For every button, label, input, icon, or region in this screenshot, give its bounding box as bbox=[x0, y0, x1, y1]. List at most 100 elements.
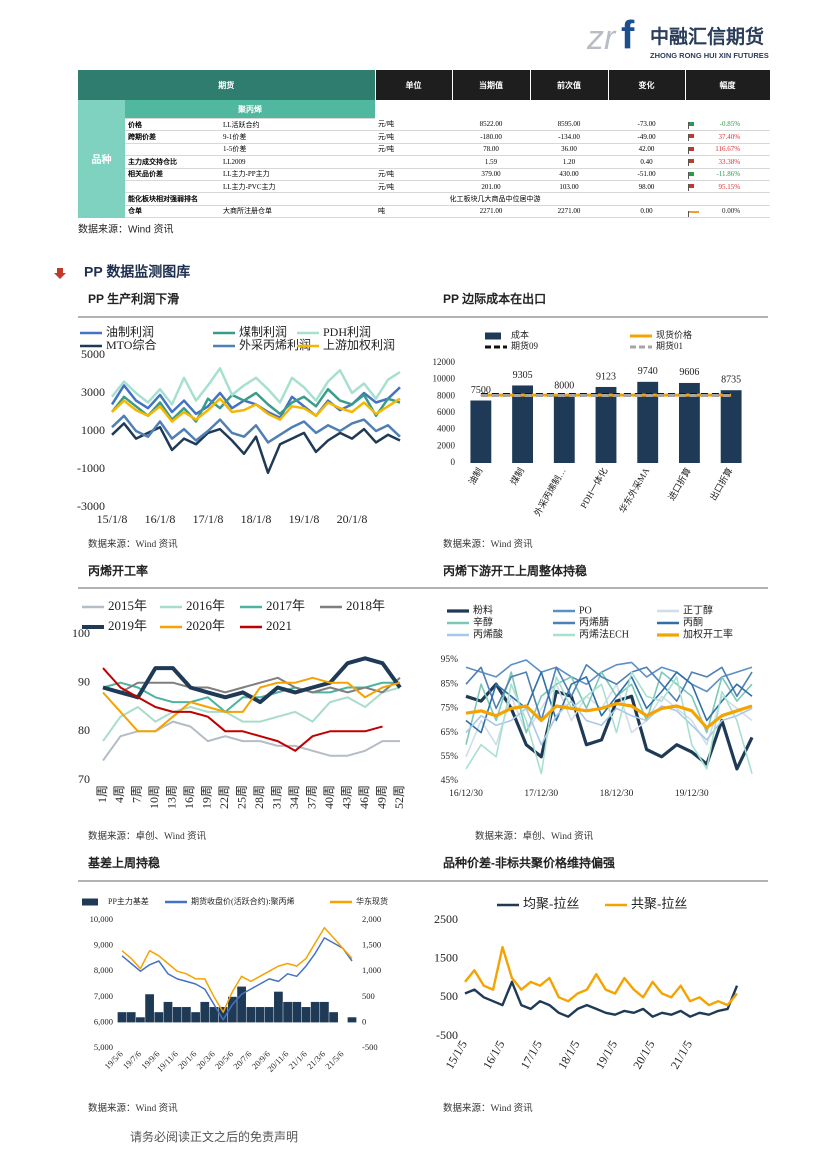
series-line bbox=[465, 682, 754, 771]
table-row: 能化板块相对强弱排名 化工板块几大商品中位居中游 bbox=[78, 192, 771, 206]
y-tick-label: 2000 bbox=[437, 440, 456, 450]
summary-table: 期货 单位 当期值 前次值 变化 幅度 品种 聚丙烯 价格 LL活跃合约 元/吨 85… bbox=[78, 70, 771, 219]
table-cell: 36.00 bbox=[530, 143, 609, 157]
x-tick-label: 16/12/30 bbox=[449, 789, 483, 799]
table-cell: 8595.00 bbox=[530, 118, 609, 132]
series-line bbox=[102, 720, 400, 762]
table-row: 1-5价差 元/吨 78.00 36.00 42.00 116.67% bbox=[78, 143, 771, 157]
y-tick-label: 5000 bbox=[81, 347, 105, 361]
x-tick-label: 进口折算 bbox=[665, 466, 693, 503]
series-line bbox=[121, 937, 353, 1021]
x-tick-label: 22周 bbox=[217, 785, 231, 809]
bar bbox=[595, 386, 617, 463]
bar bbox=[637, 381, 659, 463]
legend-label: MTO综合 bbox=[106, 337, 156, 352]
x-tick-label: 19/1/5 bbox=[593, 1038, 620, 1072]
table-cell: -49.00 bbox=[608, 130, 686, 144]
y-tick-label: 4000 bbox=[437, 424, 456, 434]
trend-flag bbox=[688, 183, 695, 191]
legend-label: 期货收盘价(活跃合约):聚丙烯 bbox=[191, 896, 295, 906]
x-tick-label: 10周 bbox=[147, 785, 161, 809]
table-cell: 0.00 bbox=[608, 205, 686, 219]
bar bbox=[136, 1017, 145, 1023]
x-tick-label: 出口折算 bbox=[707, 466, 735, 503]
y-tick-label: 500 bbox=[440, 989, 458, 1003]
table-row: 主力成交持仓比 LL2009 1.59 1.20 0.40 33.38% bbox=[78, 155, 771, 169]
table-cell: 大商所注册仓单 bbox=[220, 205, 376, 219]
legend-label: 期货09 bbox=[511, 340, 539, 351]
legend-swatch bbox=[485, 332, 501, 340]
legend-label: PO bbox=[579, 605, 592, 616]
x-tick-label: 20/1/6 bbox=[176, 1049, 198, 1071]
table-cell: LL活跃合约 bbox=[220, 118, 376, 132]
y-tick-label: -3000 bbox=[77, 499, 105, 513]
y-tick-label: 500 bbox=[362, 991, 375, 1001]
legend-label: 均聚-拉丝 bbox=[523, 896, 579, 911]
legend-label: 加权开工率 bbox=[683, 627, 733, 640]
table-cell: 78.00 bbox=[452, 143, 531, 157]
table-cell: -11.86% bbox=[685, 168, 771, 181]
x-tick-label: 18/12/30 bbox=[600, 789, 634, 799]
y-tick-label: 3000 bbox=[81, 385, 105, 399]
y-tick-label: 7,000 bbox=[94, 991, 113, 1001]
bar bbox=[301, 1007, 311, 1023]
y-tick-label: 1500 bbox=[434, 950, 458, 964]
bar bbox=[274, 991, 283, 1023]
header-cell: 前次值 bbox=[530, 70, 609, 100]
subgroup-cell: 聚丙烯 bbox=[125, 100, 376, 119]
bar bbox=[191, 1012, 200, 1023]
table-cell: 元/吨 bbox=[375, 130, 453, 144]
bar bbox=[320, 1001, 329, 1023]
chart-source: 数据来源：Wind 资讯 bbox=[443, 538, 533, 550]
legend-label: 2017年 bbox=[266, 598, 305, 613]
table-cell: -134.00 bbox=[530, 130, 609, 144]
legend-label: 丙酮 bbox=[683, 616, 703, 628]
company-name: 中融汇信期货 bbox=[650, 25, 764, 48]
y-tick-label: 85% bbox=[441, 679, 459, 689]
bar bbox=[255, 1007, 265, 1023]
bar bbox=[470, 400, 492, 463]
series-line bbox=[102, 676, 401, 733]
chart-title: 基差上周持稳 bbox=[87, 855, 160, 870]
y-tick-label: 12000 bbox=[433, 357, 456, 367]
legend-label: 现货价格 bbox=[656, 329, 692, 340]
table-row: LL主力-PVC主力 元/吨 201.00 103.00 98.00 95.15% bbox=[78, 180, 771, 194]
x-tick-label: 46周 bbox=[357, 785, 371, 809]
table-cell: 1.59 bbox=[452, 155, 531, 169]
series-line bbox=[111, 367, 401, 406]
legend-label: 辛醇 bbox=[473, 615, 493, 628]
footer-disclaimer: 请务必阅读正文之后的免责声明 bbox=[130, 1129, 298, 1144]
section-icon bbox=[54, 268, 66, 279]
x-tick-label: 25周 bbox=[235, 785, 249, 809]
legend-label: 油制利润 bbox=[106, 325, 154, 339]
table-cell: 42.00 bbox=[608, 143, 686, 157]
y-tick-label: 10,000 bbox=[90, 914, 113, 924]
table-cell: 2271.00 bbox=[530, 205, 609, 219]
x-tick-label: 19/11/6 bbox=[155, 1049, 180, 1074]
y-tick-label: 95% bbox=[441, 655, 459, 665]
y-tick-label: 2500 bbox=[434, 912, 458, 926]
legend-label: 丙烯腈 bbox=[579, 615, 609, 628]
table-cell: 1.20 bbox=[530, 155, 609, 169]
chart-title: 丙烯开工率 bbox=[88, 563, 148, 578]
data-label: 8735 bbox=[721, 375, 741, 386]
table-cell: -73.00 bbox=[608, 118, 686, 132]
x-tick-label: 20/7/6 bbox=[231, 1049, 253, 1071]
table-cell: LL主力-PP主力 bbox=[220, 168, 376, 181]
table-row: 跨期价差 9-1价差 元/吨 -180.00 -134.00 -49.00 37.40% bbox=[78, 130, 771, 144]
legend-label: 正丁醇 bbox=[683, 603, 713, 616]
y-tick-label: -1000 bbox=[77, 461, 105, 475]
table-cell: 0.00% bbox=[685, 205, 771, 219]
table-cell: 元/吨 bbox=[375, 168, 453, 181]
blank-cell bbox=[375, 100, 770, 119]
chart-source: 数据来源：卓创、Wind 资讯 bbox=[475, 830, 594, 842]
legend-label: 2020年 bbox=[186, 618, 225, 633]
x-tick-label: 13周 bbox=[165, 785, 179, 809]
trend-flag bbox=[688, 121, 695, 129]
bar bbox=[553, 396, 575, 463]
legend-label: 2021 bbox=[266, 618, 292, 633]
table-row: 价格 LL活跃合约 元/吨 8522.00 8595.00 -73.00 -0.85% bbox=[78, 118, 771, 132]
series-line bbox=[111, 397, 401, 423]
bar bbox=[172, 1007, 182, 1023]
chart-source: 数据来源：Wind 资讯 bbox=[88, 1102, 178, 1114]
